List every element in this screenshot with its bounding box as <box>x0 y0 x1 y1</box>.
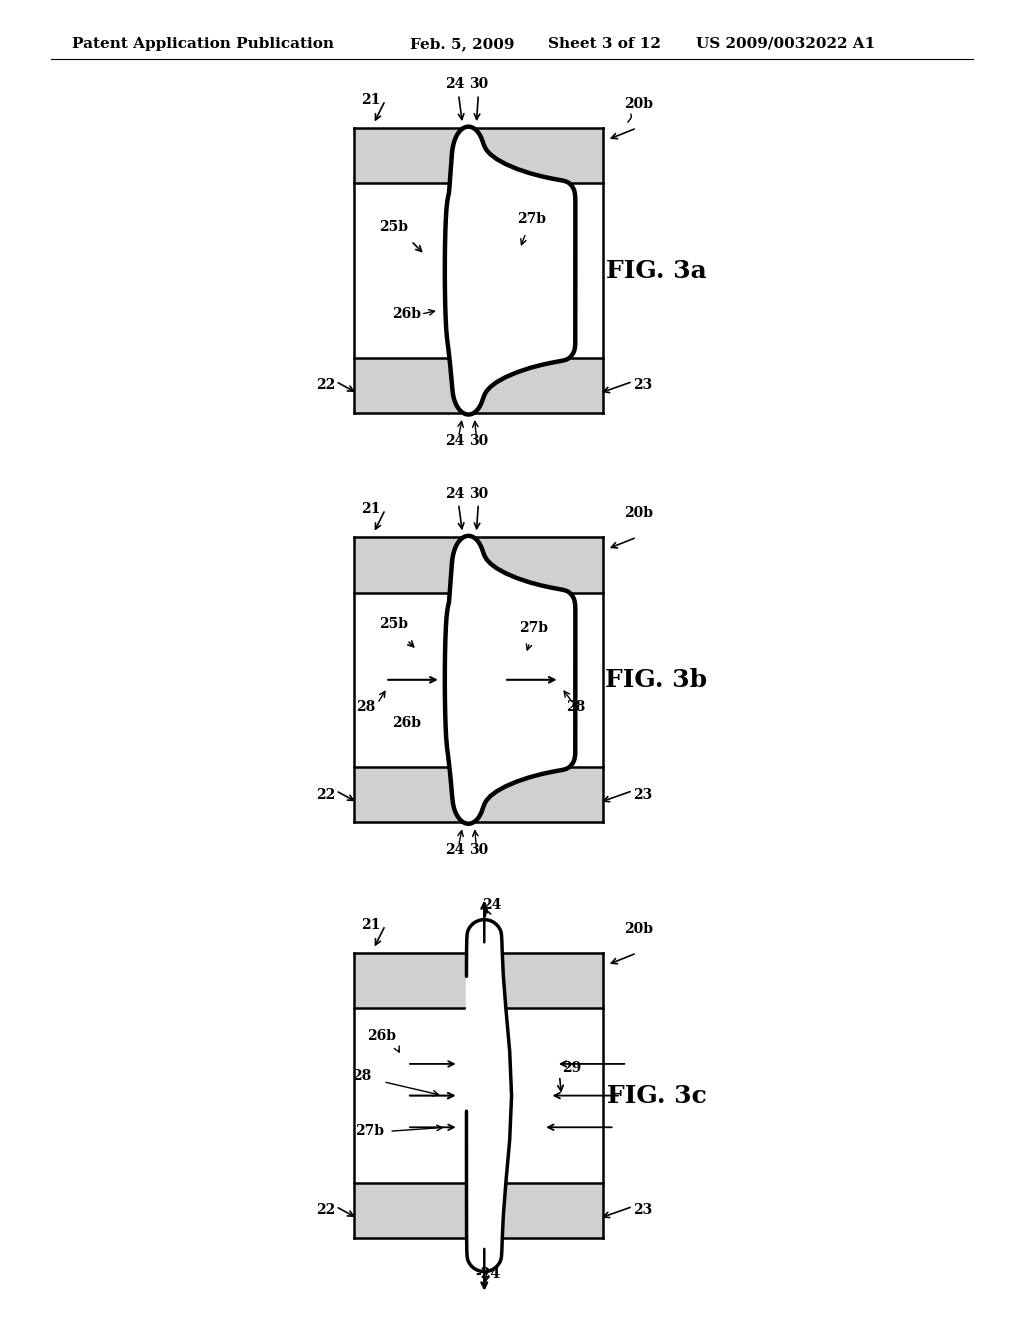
Text: 24: 24 <box>444 434 464 447</box>
Text: 24: 24 <box>444 843 464 857</box>
Text: 20b: 20b <box>625 98 653 111</box>
Text: 22: 22 <box>316 788 336 801</box>
Text: 23: 23 <box>633 379 652 392</box>
Text: 24: 24 <box>444 78 464 91</box>
Text: Patent Application Publication: Patent Application Publication <box>72 37 334 51</box>
Text: 27b: 27b <box>355 1125 384 1138</box>
Bar <box>353 1183 603 1238</box>
Text: 20b: 20b <box>625 923 653 936</box>
Text: 27b: 27b <box>519 622 548 635</box>
Text: 25b: 25b <box>379 618 408 631</box>
Text: 22: 22 <box>316 1204 336 1217</box>
Text: 27b: 27b <box>517 213 546 226</box>
Bar <box>467 537 603 593</box>
Text: 21: 21 <box>361 503 381 516</box>
Bar <box>353 358 467 413</box>
Text: 24: 24 <box>444 487 464 500</box>
Text: 26b: 26b <box>367 1030 396 1043</box>
Text: 28: 28 <box>352 1069 371 1082</box>
Text: 30: 30 <box>469 843 488 857</box>
Text: 24: 24 <box>482 899 502 912</box>
Polygon shape <box>444 127 575 414</box>
Bar <box>353 953 603 1008</box>
Text: 26b: 26b <box>392 308 422 321</box>
Bar <box>467 358 603 413</box>
Text: 22: 22 <box>316 379 336 392</box>
Text: 30: 30 <box>469 487 488 500</box>
Text: US 2009/0032022 A1: US 2009/0032022 A1 <box>696 37 876 51</box>
Text: 28: 28 <box>356 701 375 714</box>
Text: Feb. 5, 2009: Feb. 5, 2009 <box>410 37 514 51</box>
Text: 28: 28 <box>565 701 585 714</box>
Bar <box>467 767 603 822</box>
Text: 21: 21 <box>361 94 381 107</box>
Polygon shape <box>467 920 512 1271</box>
Text: -24: -24 <box>476 1267 501 1280</box>
Bar <box>467 128 603 183</box>
Text: 26b: 26b <box>392 717 422 730</box>
Text: 20b: 20b <box>625 507 653 520</box>
Text: 23: 23 <box>633 788 652 801</box>
Text: FIG. 3c: FIG. 3c <box>606 1084 707 1107</box>
Text: 21: 21 <box>361 919 381 932</box>
Text: 29: 29 <box>562 1061 581 1074</box>
Polygon shape <box>444 536 575 824</box>
Text: 23: 23 <box>633 1204 652 1217</box>
Bar <box>353 767 467 822</box>
Bar <box>353 537 467 593</box>
Text: 25b: 25b <box>379 220 408 234</box>
Text: Sheet 3 of 12: Sheet 3 of 12 <box>548 37 660 51</box>
Text: 30: 30 <box>469 434 488 447</box>
Bar <box>353 128 467 183</box>
Text: 30: 30 <box>469 78 488 91</box>
Text: FIG. 3b: FIG. 3b <box>605 668 708 692</box>
Text: FIG. 3a: FIG. 3a <box>606 259 707 282</box>
